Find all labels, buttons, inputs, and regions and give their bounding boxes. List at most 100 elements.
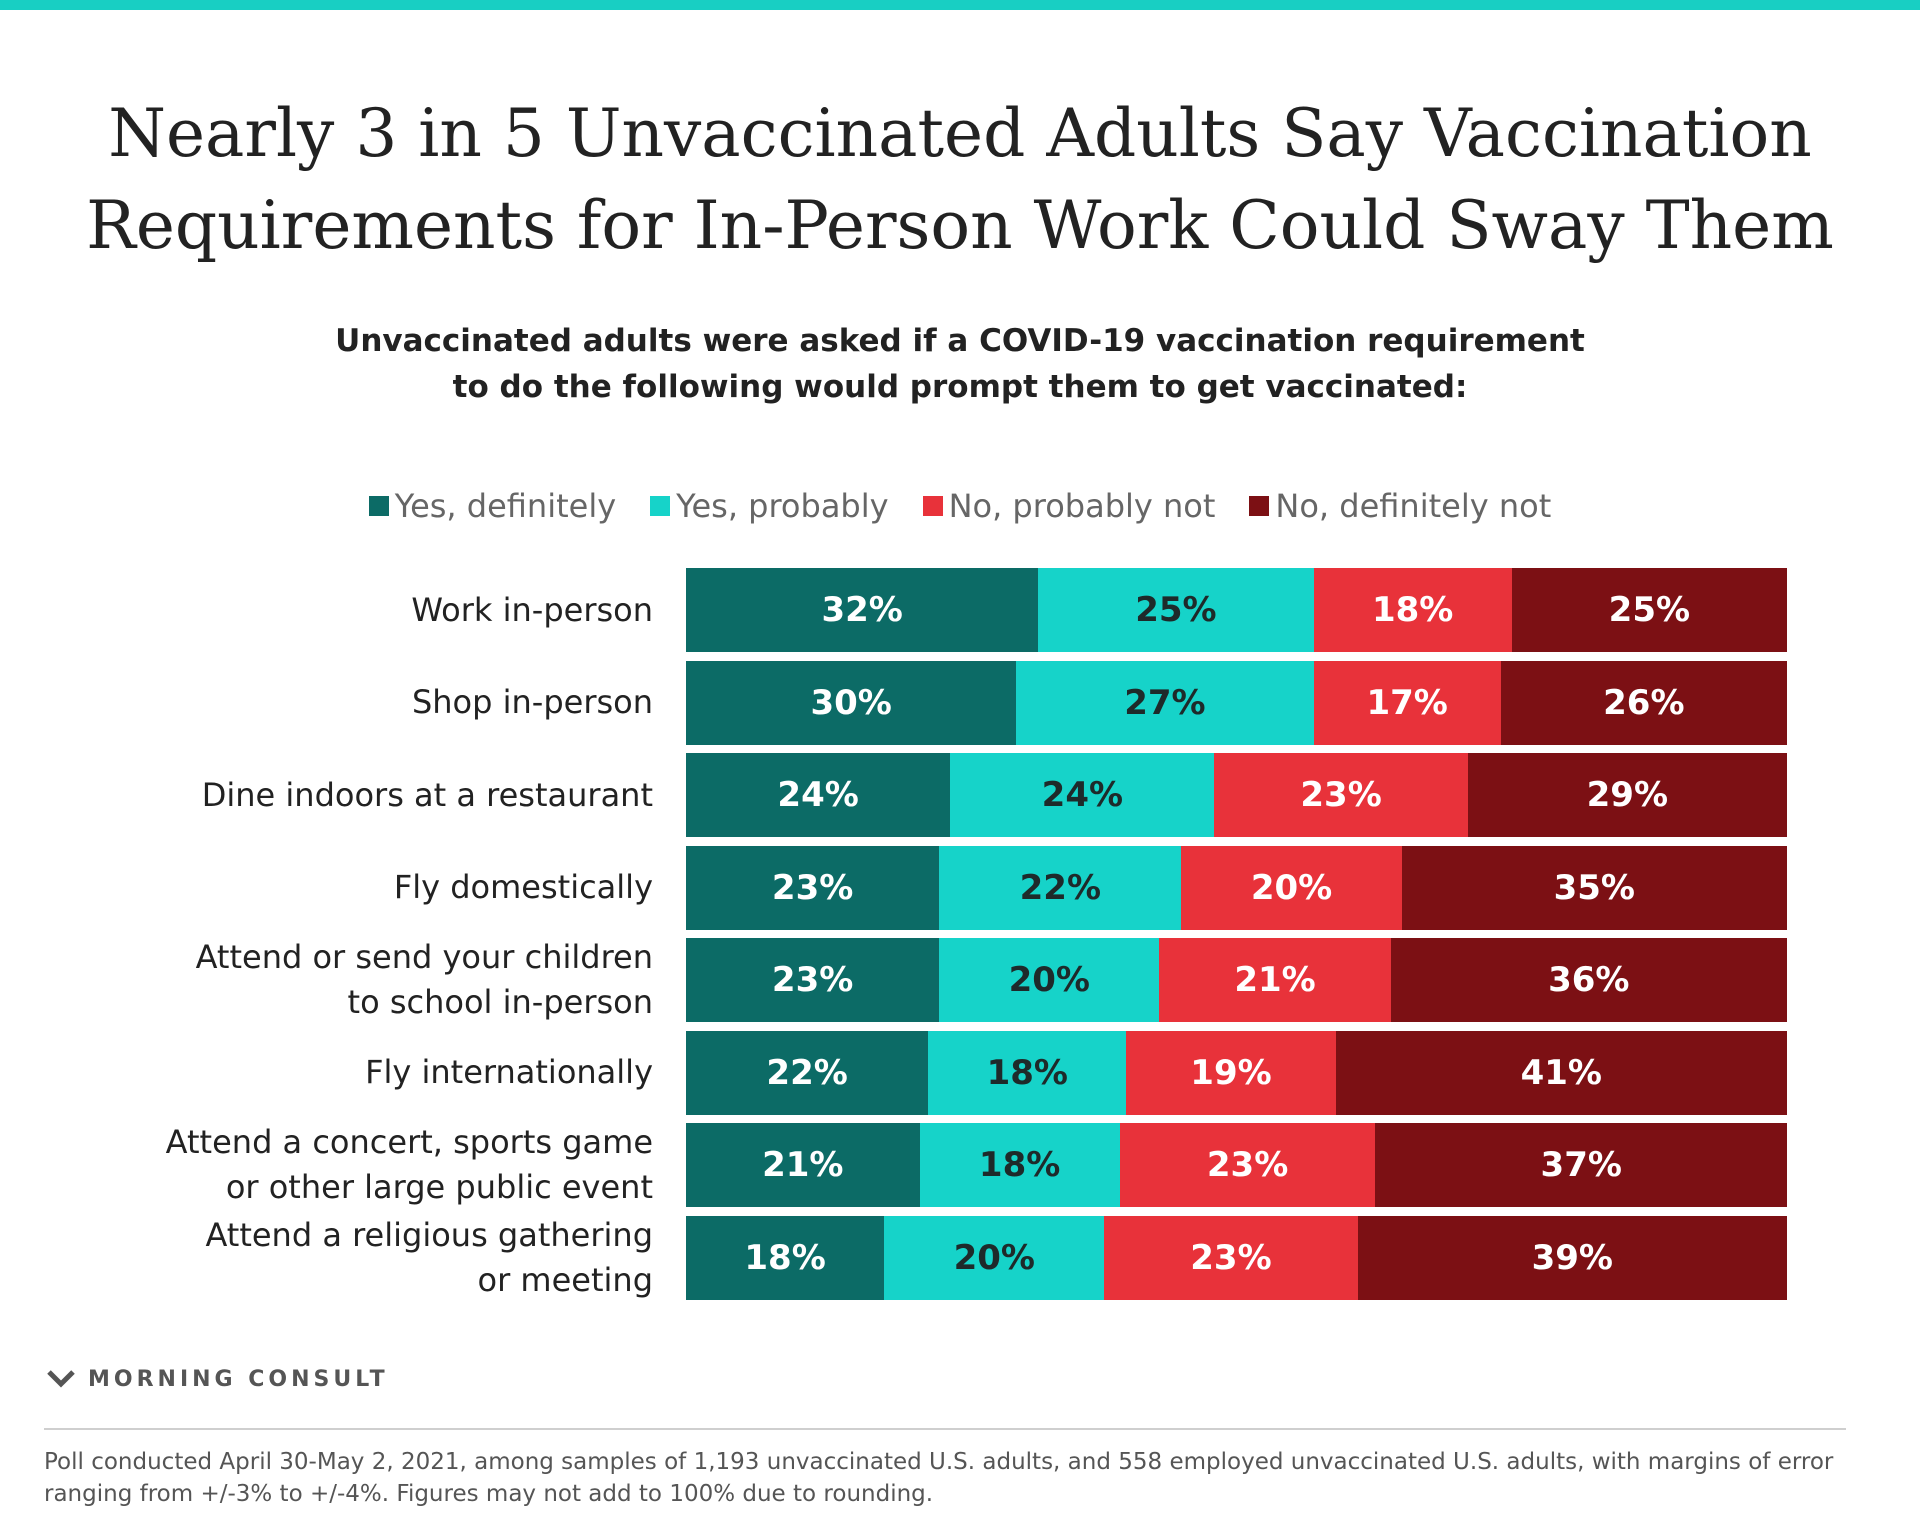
stacked-bar: 18% 20% 23% 39% bbox=[686, 1215, 1787, 1300]
data-label: 22% bbox=[766, 1052, 848, 1093]
legend-item: Yes, definitely bbox=[368, 487, 617, 525]
stacked-bar: 23% 20% 21% 36% bbox=[686, 938, 1787, 1022]
category-label: Attend a religious gathering or meeting bbox=[100, 1216, 653, 1300]
stacked-bar: 21% 18% 23% 37% bbox=[686, 1123, 1787, 1207]
data-label: 19% bbox=[1190, 1052, 1272, 1093]
chart-row: Attend a concert, sports game or other la… bbox=[0, 1123, 1920, 1207]
category-label: Fly domestically bbox=[100, 846, 653, 930]
chart-legend: Yes, definitely Yes, probably No, probably… bbox=[0, 482, 1920, 530]
data-label: 20% bbox=[1250, 867, 1333, 908]
data-label: 23% bbox=[1206, 1145, 1289, 1185]
stacked-bar: 30% 27% 17% 26% bbox=[686, 660, 1787, 745]
bar-segment: 25% bbox=[1511, 568, 1787, 652]
chart-row: Dine indoors at a restaurant 24% 24% 23% 29% bbox=[0, 753, 1920, 837]
category-label-line: Shop in-person bbox=[411, 683, 653, 721]
chart-title-line-2: Requirements for In-Person Work Could Sw… bbox=[86, 187, 1834, 264]
bar-segment: 24% bbox=[686, 753, 951, 837]
top-accent-bar bbox=[0, 0, 1920, 10]
bar-segment: 19% bbox=[1126, 1030, 1336, 1115]
bar-segment: 20% bbox=[1181, 845, 1402, 930]
category-label-line: Attend a concert, sports game bbox=[165, 1123, 653, 1161]
brand-logo: MORNING CONSULT bbox=[46, 1364, 389, 1394]
data-label: 23% bbox=[771, 960, 854, 1000]
chart-row: Attend a religious gathering or meeting 18… bbox=[0, 1215, 1920, 1300]
data-label: 21% bbox=[762, 1145, 844, 1185]
data-label: 29% bbox=[1586, 775, 1669, 815]
bar-segment: 41% bbox=[1335, 1030, 1787, 1115]
category-label-line: to school in-person bbox=[347, 983, 653, 1021]
bar-segment: 18% bbox=[686, 1215, 885, 1300]
chart-subtitle: Unvaccinated adults were asked if a COVI… bbox=[0, 318, 1920, 410]
bar-segment: 18% bbox=[1313, 568, 1512, 652]
chart-row: Attend or send your children to school in… bbox=[0, 938, 1920, 1022]
category-label-line: Dine indoors at a restaurant bbox=[201, 775, 653, 814]
category-label: Dine indoors at a restaurant bbox=[100, 753, 653, 837]
category-label: Attend a concert, sports game or other la… bbox=[100, 1123, 653, 1207]
data-label: 20% bbox=[1008, 960, 1090, 1000]
category-label-line: or other large public event bbox=[225, 1168, 653, 1206]
bar-segment: 24% bbox=[950, 753, 1215, 837]
footer-divider bbox=[44, 1428, 1846, 1430]
category-label-line: Work in-person bbox=[411, 590, 653, 629]
legend-item: No, definitely not bbox=[1249, 487, 1551, 525]
category-label: Shop in-person bbox=[100, 661, 653, 745]
stacked-bar: 22% 18% 19% 41% bbox=[686, 1030, 1787, 1115]
category-label-line: or meeting bbox=[477, 1260, 653, 1299]
bar-segment: 25% bbox=[1038, 568, 1314, 652]
legend-item: No, probably not bbox=[922, 487, 1216, 525]
legend-label: Yes, definitely bbox=[394, 487, 617, 525]
bar-segment: 29% bbox=[1467, 753, 1787, 837]
category-label-line: Attend a religious gathering bbox=[205, 1215, 653, 1254]
bar-segment: 17% bbox=[1313, 660, 1501, 745]
methodology-note: Poll conducted April 30-May 2, 2021, amo… bbox=[44, 1446, 1884, 1510]
legend-swatch bbox=[1249, 496, 1270, 516]
bar-segment: 21% bbox=[686, 1123, 920, 1207]
bar-segment: 23% bbox=[1104, 1215, 1358, 1300]
data-label: 39% bbox=[1531, 1237, 1613, 1278]
data-label: 23% bbox=[1190, 1237, 1272, 1278]
brand-logo-text: MORNING CONSULT bbox=[88, 1366, 389, 1392]
data-label: 20% bbox=[953, 1237, 1035, 1278]
bar-segment: 30% bbox=[686, 660, 1017, 745]
bar-segment: 18% bbox=[919, 1123, 1120, 1207]
legend-item: Yes, probably bbox=[650, 487, 889, 525]
data-label: 30% bbox=[810, 682, 892, 723]
data-label: 18% bbox=[986, 1052, 1068, 1093]
bar-segment: 36% bbox=[1390, 938, 1787, 1022]
bar-segment: 23% bbox=[686, 938, 940, 1022]
bar-segment: 37% bbox=[1375, 1123, 1787, 1207]
legend-label: Yes, probably bbox=[676, 487, 889, 525]
legend-swatch bbox=[922, 496, 943, 516]
chart-subtitle-line-2: to do the following would prompt them to… bbox=[452, 369, 1468, 405]
bar-segment: 27% bbox=[1016, 660, 1314, 745]
data-label: 41% bbox=[1520, 1052, 1602, 1093]
data-label: 24% bbox=[1041, 775, 1124, 815]
data-label: 27% bbox=[1124, 682, 1206, 723]
data-label: 26% bbox=[1603, 682, 1685, 723]
chart-row: Fly internationally 22% 18% 19% 41% bbox=[0, 1030, 1920, 1115]
data-label: 22% bbox=[1019, 867, 1102, 908]
data-label: 21% bbox=[1234, 960, 1316, 1000]
chart-title-line-1: Nearly 3 in 5 Unvaccinated Adults Say Va… bbox=[108, 95, 1812, 172]
data-label: 18% bbox=[978, 1145, 1061, 1185]
category-label: Work in-person bbox=[100, 568, 653, 652]
bar-segment: 39% bbox=[1357, 1215, 1787, 1300]
stacked-bar: 24% 24% 23% 29% bbox=[686, 753, 1787, 837]
chart-row: Fly domestically 23% 22% 20% 35% bbox=[0, 845, 1920, 930]
bar-segment: 26% bbox=[1500, 660, 1787, 745]
legend-swatch bbox=[368, 496, 389, 516]
chart-row: Work in-person 32% 25% 18% 25% bbox=[0, 568, 1920, 652]
chart-title: Nearly 3 in 5 Unvaccinated Adults Say Va… bbox=[0, 88, 1920, 272]
data-label: 24% bbox=[777, 775, 859, 815]
data-label: 23% bbox=[1300, 775, 1382, 815]
bar-segment: 35% bbox=[1401, 845, 1787, 930]
category-label-line: Fly internationally bbox=[365, 1053, 653, 1091]
bar-segment: 32% bbox=[686, 568, 1039, 652]
bar-segment: 22% bbox=[939, 845, 1182, 930]
stacked-bar: 32% 25% 18% 25% bbox=[686, 568, 1787, 652]
data-label: 35% bbox=[1553, 867, 1635, 908]
legend-swatch bbox=[650, 496, 671, 516]
bar-segment: 22% bbox=[686, 1030, 929, 1115]
legend-label: No, probably not bbox=[948, 487, 1216, 525]
chart-subtitle-line-1: Unvaccinated adults were asked if a COVI… bbox=[335, 323, 1585, 359]
